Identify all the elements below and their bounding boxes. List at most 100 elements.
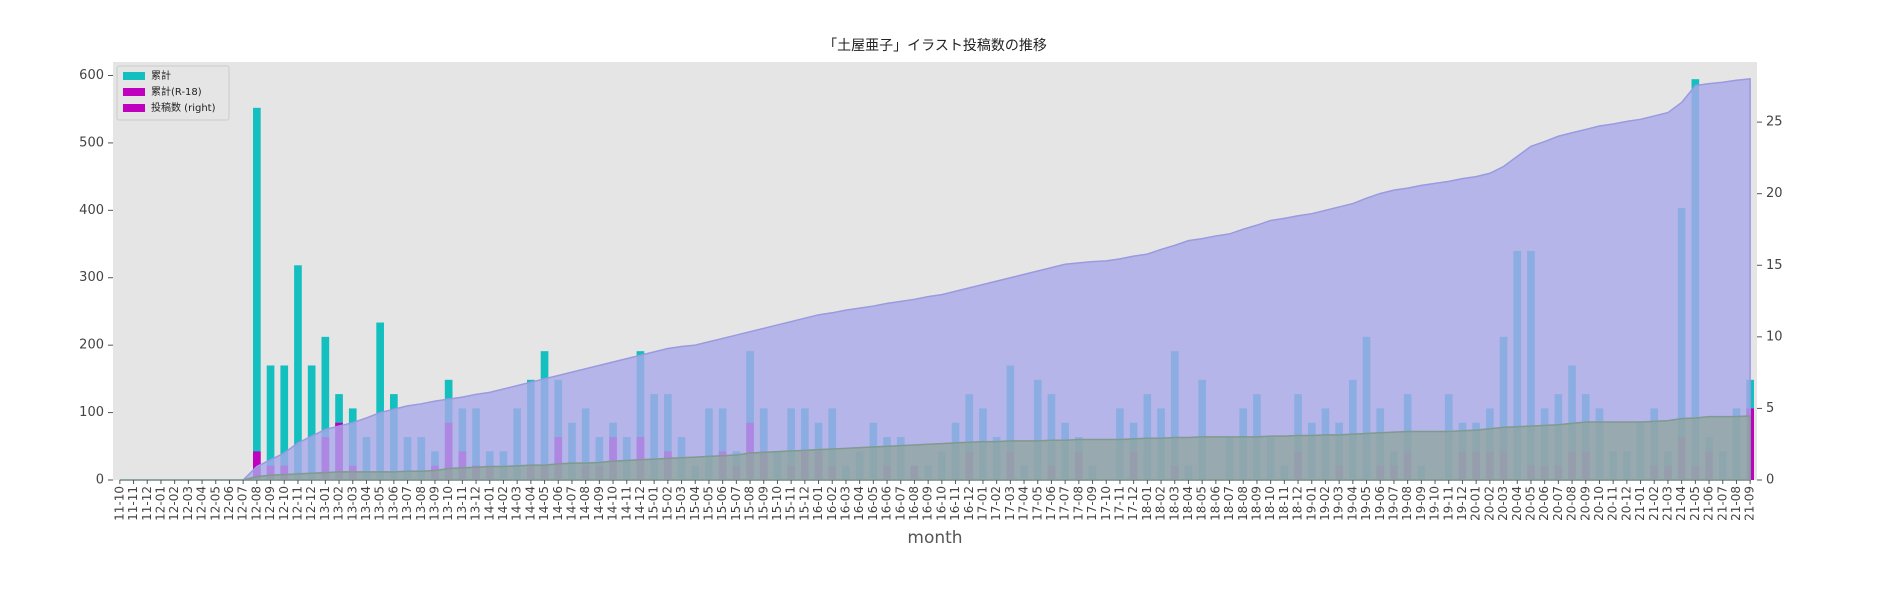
x-tick-label: 18-10 (1263, 486, 1277, 521)
x-tick-label: 21-02 (1647, 486, 1661, 521)
x-tick-label: 15-05 (701, 486, 715, 521)
x-tick-label: 12-08 (249, 486, 263, 521)
x-tick-label: 16-05 (866, 486, 880, 521)
x-tick-label: 16-10 (934, 486, 948, 521)
y-tick-label: 0 (96, 473, 104, 488)
x-tick-label: 20-07 (1551, 486, 1565, 521)
x-tick-label: 12-10 (277, 486, 291, 521)
x-tick-label: 16-01 (811, 486, 825, 521)
x-tick-label: 18-04 (1181, 486, 1195, 521)
x-tick-label: 19-09 (1414, 486, 1428, 521)
legend-label: 累計 (151, 69, 171, 82)
bar (253, 107, 261, 480)
x-tick-label: 19-06 (1373, 486, 1387, 521)
legend-swatch (123, 104, 145, 112)
x-tick-label: 12-04 (195, 486, 209, 521)
x-tick-label: 14-01 (482, 486, 496, 521)
x-tick-label: 18-02 (1154, 486, 1168, 521)
legend-label: 投稿数 (right) (151, 101, 216, 114)
x-tick-label: 17-07 (1058, 486, 1072, 521)
x-tick-label: 16-12 (962, 486, 976, 521)
x-tick-label: 14-07 (564, 486, 578, 521)
y2-tick-label: 10 (1766, 329, 1783, 344)
x-tick-label: 16-06 (880, 486, 894, 521)
x-tick-label: 14-08 (578, 486, 592, 521)
x-tick-label: 20-11 (1606, 486, 1620, 521)
x-tick-label: 19-07 (1386, 486, 1400, 521)
x-tick-label: 15-08 (743, 486, 757, 521)
x-tick-label: 19-12 (1455, 486, 1469, 521)
x-tick-label: 11-10 (112, 486, 126, 521)
x-tick-label: 17-09 (1085, 486, 1099, 521)
y-tick-label: 100 (79, 405, 104, 420)
bar (266, 365, 275, 480)
x-tick-label: 13-11 (455, 486, 469, 521)
legend-swatch (123, 88, 145, 96)
x-tick-label: 13-12 (469, 486, 483, 521)
x-tick-label: 12-07 (236, 486, 250, 521)
x-tick-label: 14-04 (523, 486, 537, 521)
x-tick-label: 16-11 (948, 486, 962, 521)
x-tick-label: 12-05 (208, 486, 222, 521)
x-tick-label: 19-08 (1400, 486, 1414, 521)
x-tick-label: 17-08 (1071, 486, 1085, 521)
y-tick-label: 200 (79, 338, 104, 353)
x-tick-label: 15-03 (674, 486, 688, 521)
x-tick-label: 19-11 (1441, 486, 1455, 521)
x-tick-label: 18-12 (1291, 486, 1305, 521)
x-tick-label: 20-01 (1469, 486, 1483, 521)
y2-tick-label: 25 (1766, 115, 1783, 130)
y2-tick-label: 5 (1766, 401, 1774, 416)
x-tick-label: 11-12 (140, 486, 154, 521)
legend-label: 累計(R-18) (151, 85, 202, 98)
x-tick-label: 15-02 (660, 486, 674, 521)
x-tick-label: 21-08 (1729, 486, 1743, 521)
bar (294, 265, 302, 480)
y2-tick-label: 0 (1766, 473, 1774, 488)
x-tick-label: 15-04 (688, 486, 702, 521)
y-tick-label: 300 (79, 270, 104, 285)
x-tick-label: 13-09 (427, 486, 441, 521)
x-tick-label: 17-01 (975, 486, 989, 521)
legend-swatch (123, 72, 145, 80)
x-tick-label: 17-05 (1030, 486, 1044, 521)
x-tick-label: 13-10 (441, 486, 455, 521)
x-tick-label: 13-03 (345, 486, 359, 521)
x-tick-label: 20-10 (1592, 486, 1606, 521)
x-tick-label: 12-02 (167, 486, 181, 521)
x-tick-label: 20-04 (1510, 486, 1524, 521)
x-tick-label: 15-07 (729, 486, 743, 521)
x-tick-label: 13-04 (359, 486, 373, 521)
x-tick-label: 14-06 (551, 486, 565, 521)
x-tick-label: 19-02 (1318, 486, 1332, 521)
x-tick-label: 14-11 (619, 486, 633, 521)
x-tick-label: 21-06 (1702, 486, 1716, 521)
x-tick-label: 20-02 (1482, 486, 1496, 521)
x-tick-label: 21-01 (1633, 486, 1647, 521)
x-tick-label: 12-01 (153, 486, 167, 521)
x-tick-label: 13-06 (386, 486, 400, 521)
x-tick-label: 19-05 (1359, 486, 1373, 521)
bar (307, 365, 316, 480)
x-tick-label: 12-09 (263, 486, 277, 521)
x-tick-label: 16-03 (838, 486, 852, 521)
x-tick-label: 16-07 (893, 486, 907, 521)
x-tick-label: 15-11 (784, 486, 798, 521)
x-tick-label: 20-09 (1578, 486, 1592, 521)
y-tick-label: 400 (79, 203, 104, 218)
x-tick-label: 20-12 (1619, 486, 1633, 521)
bar (280, 365, 289, 480)
x-tick-label: 19-04 (1345, 486, 1359, 521)
x-tick-label: 13-08 (414, 486, 428, 521)
x-tick-label: 17-12 (1126, 486, 1140, 521)
x-axis-label: month (907, 528, 962, 548)
x-tick-label: 12-06 (222, 486, 236, 521)
x-tick-label: 17-10 (1099, 486, 1113, 521)
x-tick-label: 17-11 (1112, 486, 1126, 521)
y2-tick-label: 15 (1766, 258, 1783, 273)
x-tick-label: 15-10 (770, 486, 784, 521)
x-tick-label: 11-11 (126, 486, 140, 521)
chart-title: 「土屋亜子」イラスト投稿数の推移 (823, 38, 1047, 54)
x-tick-label: 16-08 (907, 486, 921, 521)
